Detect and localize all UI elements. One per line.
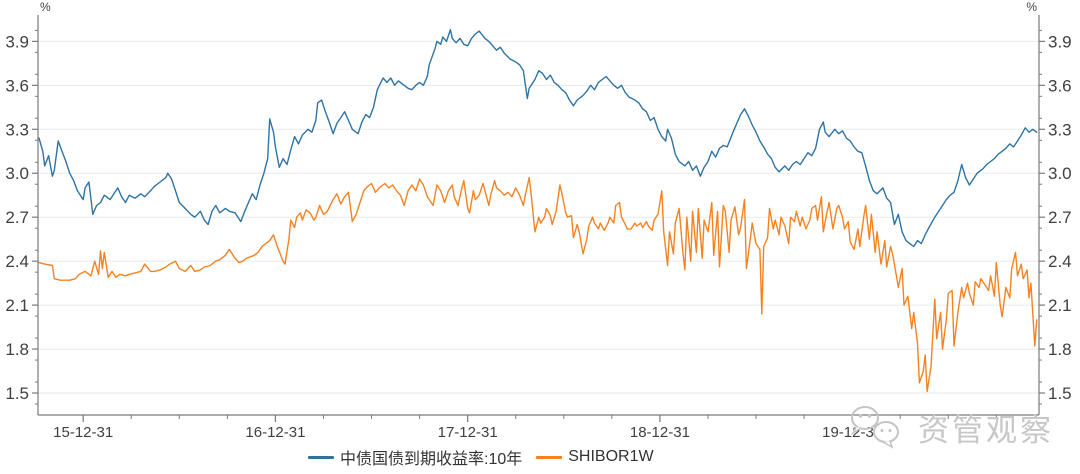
y-axis-unit-right: %	[1026, 0, 1037, 14]
shibor1w-line-marker	[536, 455, 563, 459]
legend-item-shibor1w: SHIBOR1W	[536, 448, 654, 466]
series-lines	[38, 29, 1038, 393]
watermark: 资管观察	[848, 404, 1054, 450]
y-axis-label-right: 2.1	[1048, 296, 1072, 315]
x-axis-label: 18-12-31	[630, 424, 690, 441]
y-axis-unit-left: %	[40, 0, 51, 14]
y-axis-label-right: 3.9	[1048, 32, 1072, 51]
y-axis-label-left: 3.0	[5, 164, 29, 183]
axes	[37, 15, 1040, 416]
watermark-text: 资管观察	[918, 412, 1054, 448]
y-axis-label-left: 2.7	[5, 208, 29, 227]
y-axis-label-right: 1.5	[1048, 384, 1072, 403]
x-axis-label: 15-12-31	[53, 424, 113, 441]
y-axis-label-left: 1.5	[5, 384, 29, 403]
legend-item-cgb10y: 中债国债到期收益率:10年	[308, 445, 522, 469]
y-axis-label-right: 1.8	[1048, 340, 1072, 359]
chart-legend: 中债国债到期收益率:10年 SHIBOR1W	[308, 445, 654, 469]
series-line-cgb10y	[38, 29, 1038, 248]
y-axis-label-right: 2.7	[1048, 208, 1072, 227]
y-axis-label-right: 3.6	[1048, 76, 1072, 95]
legend-label-shibor1w: SHIBOR1W	[568, 448, 654, 465]
y-axis-label-left: 1.8	[5, 340, 29, 359]
wechat-icon	[851, 406, 899, 449]
y-axis-label-left: 2.4	[5, 252, 29, 271]
y-axis-label-left: 2.1	[5, 296, 29, 315]
series-line-shibor1w	[38, 176, 1038, 393]
legend-label-cgb10y: 中债国债到期收益率:10年	[340, 451, 523, 468]
y-axis-label-left: 3.9	[5, 32, 29, 51]
y-axis-label-left: 3.6	[5, 76, 29, 95]
y-axis-label-left: 3.3	[5, 120, 29, 139]
x-axis-label: 16-12-31	[245, 424, 305, 441]
y-axis-label-right: 3.0	[1048, 164, 1072, 183]
y-axis-label-right: 3.3	[1048, 120, 1072, 139]
x-axis-label: 17-12-31	[438, 424, 498, 441]
cgb10y-line-marker	[308, 455, 334, 459]
y-axis-label-right: 2.4	[1048, 252, 1072, 271]
y-axis-ticks	[32, 29, 1045, 405]
